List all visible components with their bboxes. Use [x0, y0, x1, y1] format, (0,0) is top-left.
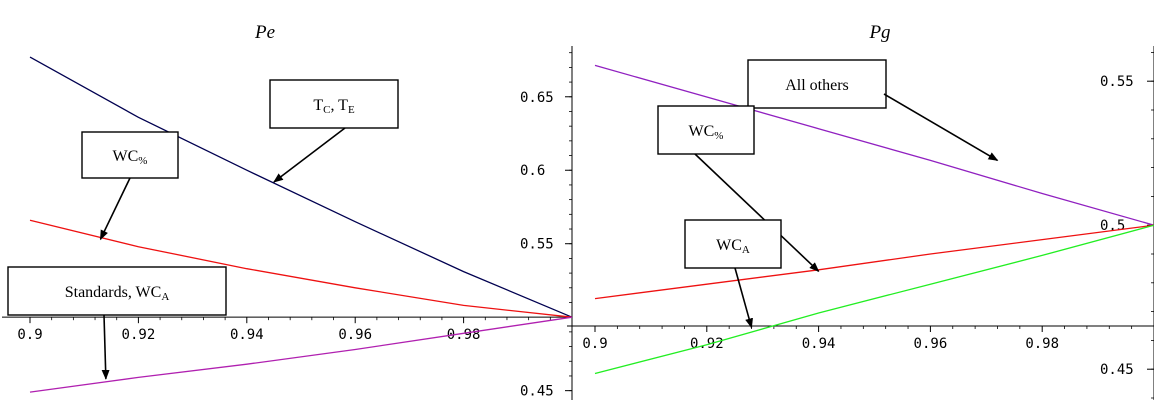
- annotation-standards: Standards, WCA: [7, 266, 227, 380]
- annotation-box: [269, 79, 399, 129]
- annotation-box: [657, 105, 755, 155]
- annotation-arrow: [273, 127, 346, 183]
- series-line-0: [29, 56, 573, 318]
- y-tick-label: 0.6: [520, 163, 545, 179]
- annotation-arrow: [101, 314, 110, 380]
- x-tick-label: 0.96: [338, 327, 372, 343]
- annotation-tc-te: TC, TE: [269, 79, 399, 183]
- y-tick-label: 0.55: [1100, 74, 1134, 90]
- x-tick-label: 0.94: [802, 336, 836, 352]
- annotation-label: WC%: [113, 148, 148, 167]
- annotation-wc-pct: WC%: [81, 131, 179, 241]
- chart-title: Pe: [254, 22, 275, 43]
- annotation-arrow: [694, 153, 820, 272]
- annotation-wc-a: WCA: [684, 219, 782, 329]
- x-tick-label: 0.9: [17, 327, 42, 343]
- annotation-label: TC, TE: [313, 97, 355, 116]
- y-tick-label: 0.65: [520, 90, 554, 106]
- x-tick-label: 0.92: [690, 336, 724, 352]
- x-tick-label: 0.9: [582, 336, 607, 352]
- series-line-2: [29, 316, 573, 393]
- annotation-wc-pct: WC%: [657, 105, 820, 272]
- x-tick-label: 0.96: [914, 336, 948, 352]
- y-tick-label: 0.45: [520, 384, 554, 400]
- annotation-all-others: All others: [747, 59, 999, 162]
- annotation-arrow: [99, 177, 131, 241]
- series-line-2: [594, 224, 1154, 375]
- annotation-box: [81, 131, 179, 179]
- annotation-label: WCA: [716, 237, 750, 256]
- series-line-0: [594, 64, 1154, 226]
- chart-panel-pe: Pe 0.9 0.92 0.94 0.96 0.98 0.65 0.6 0.55 0.45 TC, …: [2, 22, 573, 400]
- series-line-1: [29, 219, 573, 318]
- x-tick-label: 0.92: [122, 327, 156, 343]
- x-tick-label: 0.94: [230, 327, 264, 343]
- x-tick-label: 0.98: [1025, 336, 1059, 352]
- x-tick-label: 0.98: [447, 327, 481, 343]
- chart-title: Pg: [868, 22, 890, 43]
- y-tick-label: 0.55: [520, 237, 554, 253]
- annotation-box: [747, 59, 887, 109]
- annotation-box: [7, 266, 227, 316]
- annotation-label: WC%: [689, 123, 724, 142]
- annotation-label: All others: [785, 77, 849, 94]
- annotation-arrow: [883, 93, 999, 162]
- annotation-arrow: [734, 267, 753, 329]
- series-line-1: [594, 224, 1154, 300]
- y-tick-label: 0.45: [1100, 362, 1134, 378]
- annotation-box: [684, 219, 782, 269]
- annotation-label: Standards, WCA: [65, 284, 170, 303]
